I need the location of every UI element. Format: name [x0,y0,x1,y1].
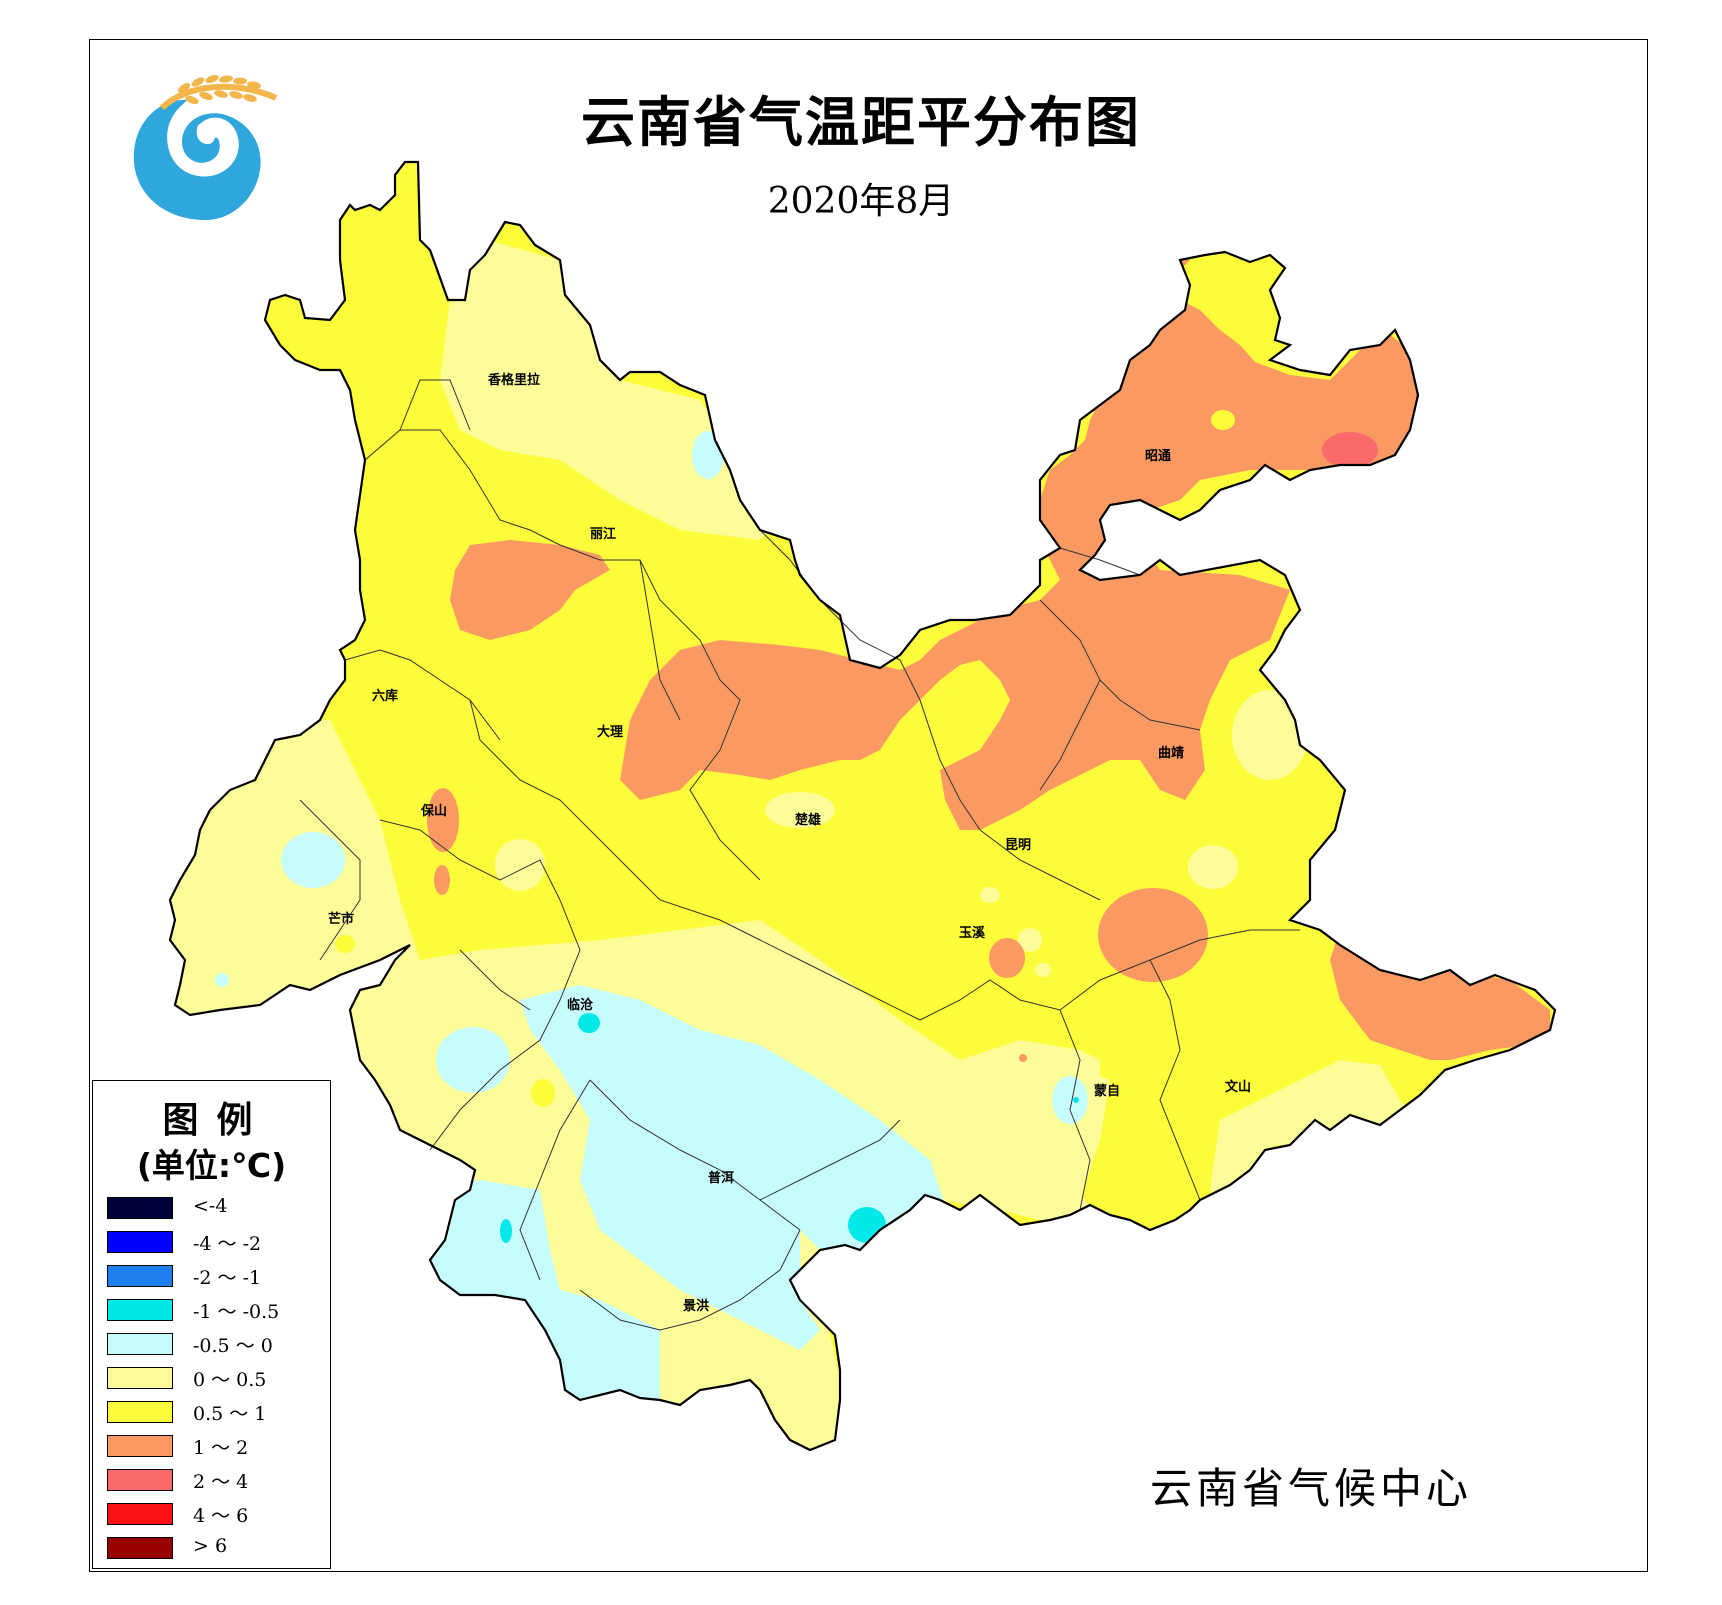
legend-swatch [107,1469,173,1491]
climate-center-logo [133,74,278,220]
city-label-lijiang: 丽江 [590,526,616,542]
legend-swatch [107,1299,173,1321]
legend-swatch [107,1367,173,1389]
legend-label: -2 ～ -1 [193,1267,262,1289]
legend-label: 1 ～ 2 [193,1437,249,1459]
city-label-puer: 普洱 [708,1170,734,1186]
city-label-dali: 大理 [597,724,623,740]
city-label-wenshan: 文山 [1225,1079,1251,1095]
legend-item: -0.5 ～ 0 [107,1327,327,1361]
legend-swatch [107,1435,173,1457]
city-label-yuxi: 玉溪 [959,925,986,941]
city-label-baoshan: 保山 [420,803,447,819]
city-label-lincang: 临沧 [567,997,593,1013]
city-label-liuku: 六库 [372,688,398,704]
legend-swatch [107,1265,173,1287]
map-title: 云南省气温距平分布图 [581,91,1141,154]
legend-item: -4 ～ -2 [107,1225,327,1259]
city-label-zhaotong: 昭通 [1145,448,1171,464]
legend-item: > 6 [107,1531,327,1565]
legend-swatch [107,1197,173,1219]
legend-label: 0.5 ～ 1 [193,1403,267,1425]
legend-swatch [107,1401,173,1423]
city-label-mengzi: 蒙自 [1094,1083,1120,1099]
legend-item: -2 ～ -1 [107,1259,327,1293]
legend-label: > 6 [193,1535,228,1557]
legend-box: 图例 (单位:℃) <-4 -4 ～ -2 -2 ～ -1 -1 ～ -0.5 -0.5… [92,1080,331,1569]
legend-item: 2 ～ 4 [107,1463,327,1497]
legend-item: <-4 [107,1191,327,1225]
legend-item: 0.5 ～ 1 [107,1395,327,1429]
legend-label: <-4 [193,1195,228,1217]
legend-swatch [107,1231,173,1253]
legend-item: 4 ～ 6 [107,1497,327,1531]
legend-swatch [107,1503,173,1525]
city-label-jinghong: 景洪 [683,1298,709,1314]
city-label-chuxiong: 楚雄 [795,812,821,828]
legend-item: -1 ～ -0.5 [107,1293,327,1327]
map-frame [89,39,1648,1572]
legend-swatch [107,1537,173,1559]
legend-swatch [107,1333,173,1355]
legend-label: -0.5 ～ 0 [193,1335,273,1357]
legend-item: 0 ～ 0.5 [107,1361,327,1395]
city-label-kunming: 昆明 [1005,837,1031,853]
producer-label: 云南省气候中心 [1150,1464,1473,1513]
legend-unit: (单位:℃) [136,1146,287,1185]
legend-label: -1 ～ -0.5 [193,1301,280,1323]
legend-items: <-4 -4 ～ -2 -2 ～ -1 -1 ～ -0.5 -0.5 ～ 0 0 ～ 0.… [107,1191,327,1565]
legend-label: 0 ～ 0.5 [193,1369,267,1391]
city-label-shangrila: 香格里拉 [487,372,540,388]
legend-title: 图例 [162,1100,271,1141]
legend-label: -4 ～ -2 [193,1233,262,1255]
legend-item: 1 ～ 2 [107,1429,327,1463]
city-label-mangshi: 芒市 [328,911,354,927]
map-subtitle: 2020年8月 [767,181,955,222]
legend-label: 4 ～ 6 [193,1505,249,1527]
legend-label: 2 ～ 4 [193,1471,249,1493]
city-label-qujing: 曲靖 [1158,745,1184,761]
